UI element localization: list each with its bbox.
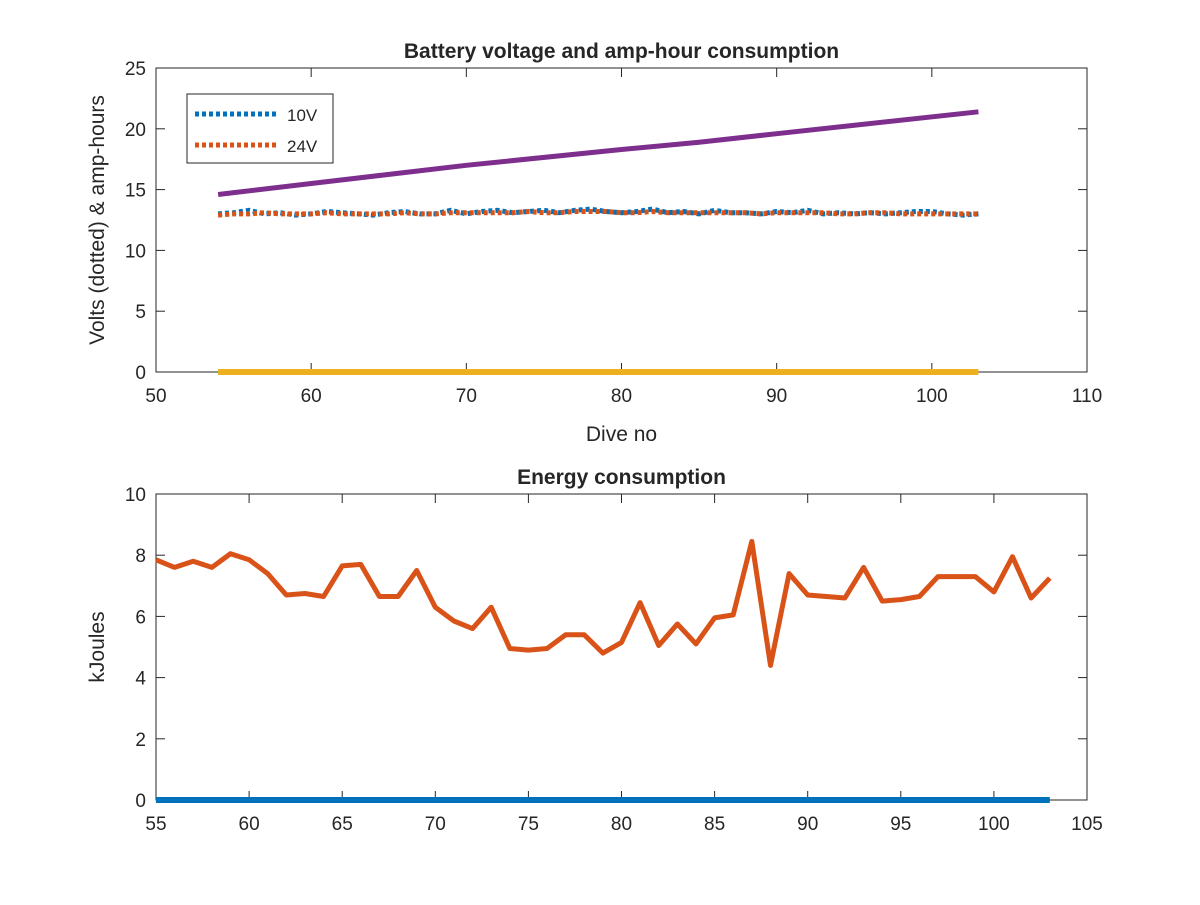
x-tick-label: 50	[145, 386, 166, 407]
x-tick-label: 60	[239, 814, 260, 835]
plot-energy-consumption: 55 60 65 70 75 80 85 90 95 100 105 0 2 4 6 8 10 Energy co…	[86, 466, 1103, 835]
chart-title: Battery voltage and amp-hour consumption	[404, 40, 839, 63]
y-tick-label: 0	[135, 791, 146, 812]
x-tick-label: 90	[766, 386, 787, 407]
x-tick-label: 70	[425, 814, 446, 835]
y-tick-label: 25	[125, 59, 146, 80]
x-tick-label: 80	[611, 386, 632, 407]
y-tick-label: 6	[135, 607, 146, 628]
y-tick-label: 0	[135, 363, 146, 384]
plot-battery-voltage: 50 60 70 80 90 100 110 0 5 10 15 20 25 Battery voltag…	[86, 40, 1102, 446]
x-tick-label: 90	[797, 814, 818, 835]
x-tick-label: 60	[301, 386, 322, 407]
y-tick-label: 2	[135, 730, 146, 751]
x-tick-label: 65	[332, 814, 353, 835]
x-tick-label: 110	[1072, 386, 1102, 407]
y-tick-label: 10	[125, 485, 146, 506]
series-line-series-2	[217, 109, 979, 197]
y-tick-label: 8	[135, 546, 146, 567]
x-tick-label: 95	[890, 814, 911, 835]
x-axis-label: Dive no	[586, 423, 657, 446]
series-line-series-1	[155, 538, 1052, 668]
y-tick-label: 4	[135, 669, 146, 690]
x-tick-label: 85	[704, 814, 725, 835]
x-tick-label: 80	[611, 814, 632, 835]
y-tick-label: 15	[125, 181, 146, 202]
x-tick-label: 100	[978, 814, 1010, 835]
y-tick-label: 10	[125, 241, 146, 262]
legend-label: 24V	[287, 137, 318, 156]
chart-title: Energy consumption	[517, 466, 726, 489]
series-line-24v	[217, 209, 979, 218]
legend-box	[186, 93, 334, 164]
y-tick-label: 5	[135, 302, 146, 323]
x-tick-label: 70	[456, 386, 477, 407]
x-tick-label: 75	[518, 814, 539, 835]
x-tick-label: 55	[145, 814, 166, 835]
y-axis-label: kJoules	[86, 611, 109, 682]
x-tick-label: 100	[916, 386, 948, 407]
y-tick-label: 20	[125, 120, 146, 141]
legend-label: 10V	[287, 106, 318, 125]
x-tick-label: 105	[1071, 814, 1103, 835]
y-axis-label: Volts (dotted) & amp-hours	[86, 95, 109, 345]
